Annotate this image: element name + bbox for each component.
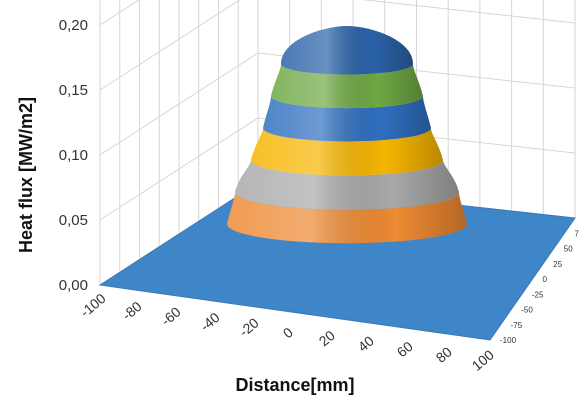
z-gridline — [99, 0, 576, 91]
y-tick-label: -50 — [521, 306, 533, 315]
z-tick-label: 0,20 — [59, 17, 88, 34]
surface-band-shade — [251, 128, 443, 176]
surface-band-shade — [263, 96, 431, 142]
x-tick-label: 60 — [394, 338, 416, 360]
x-tick-label: 80 — [433, 343, 455, 365]
z-tick-label: 0,05 — [59, 212, 88, 229]
x-tick-label: 0 — [280, 324, 296, 341]
y-tick-label: 25 — [553, 260, 562, 269]
surface-band-shade — [235, 160, 459, 210]
surface-band-shade — [281, 26, 413, 75]
x-tick-label: 20 — [316, 327, 338, 349]
x-tick-label: -20 — [236, 314, 262, 339]
x-tick-label: -60 — [158, 303, 184, 328]
y-tick-label: -25 — [532, 290, 544, 299]
x-tick-label: 100 — [469, 346, 497, 373]
y-tick-label: 0 — [543, 275, 548, 284]
y-tick-label: 75 — [574, 229, 579, 238]
z-gridline — [99, 0, 140, 26]
surface-peak — [227, 26, 467, 244]
z-axis-ticks: 0,000,050,100,150,200,250,300,35 — [59, 17, 88, 294]
z-tick-label: 0,15 — [59, 82, 88, 99]
z-tick-label: 0,10 — [59, 147, 88, 164]
surface-band-shade — [227, 192, 467, 244]
x-tick-label: -40 — [197, 309, 223, 334]
x-tick-label: 40 — [355, 332, 377, 354]
x-tick-label: -100 — [77, 290, 109, 320]
y-axis-ticks: -100-75-50-250255075100 — [500, 229, 579, 345]
x-axis-title: Distance[mm] — [235, 375, 354, 395]
y-tick-label: -100 — [500, 336, 517, 345]
surface-band-shade — [271, 64, 423, 109]
y-tick-label: 50 — [564, 245, 573, 254]
x-tick-label: -80 — [119, 298, 145, 323]
z-tick-label: 0,00 — [59, 277, 88, 294]
y-tick-label: -75 — [511, 321, 523, 330]
y-axis-title: Heat flux [MW/m2] — [16, 97, 36, 253]
